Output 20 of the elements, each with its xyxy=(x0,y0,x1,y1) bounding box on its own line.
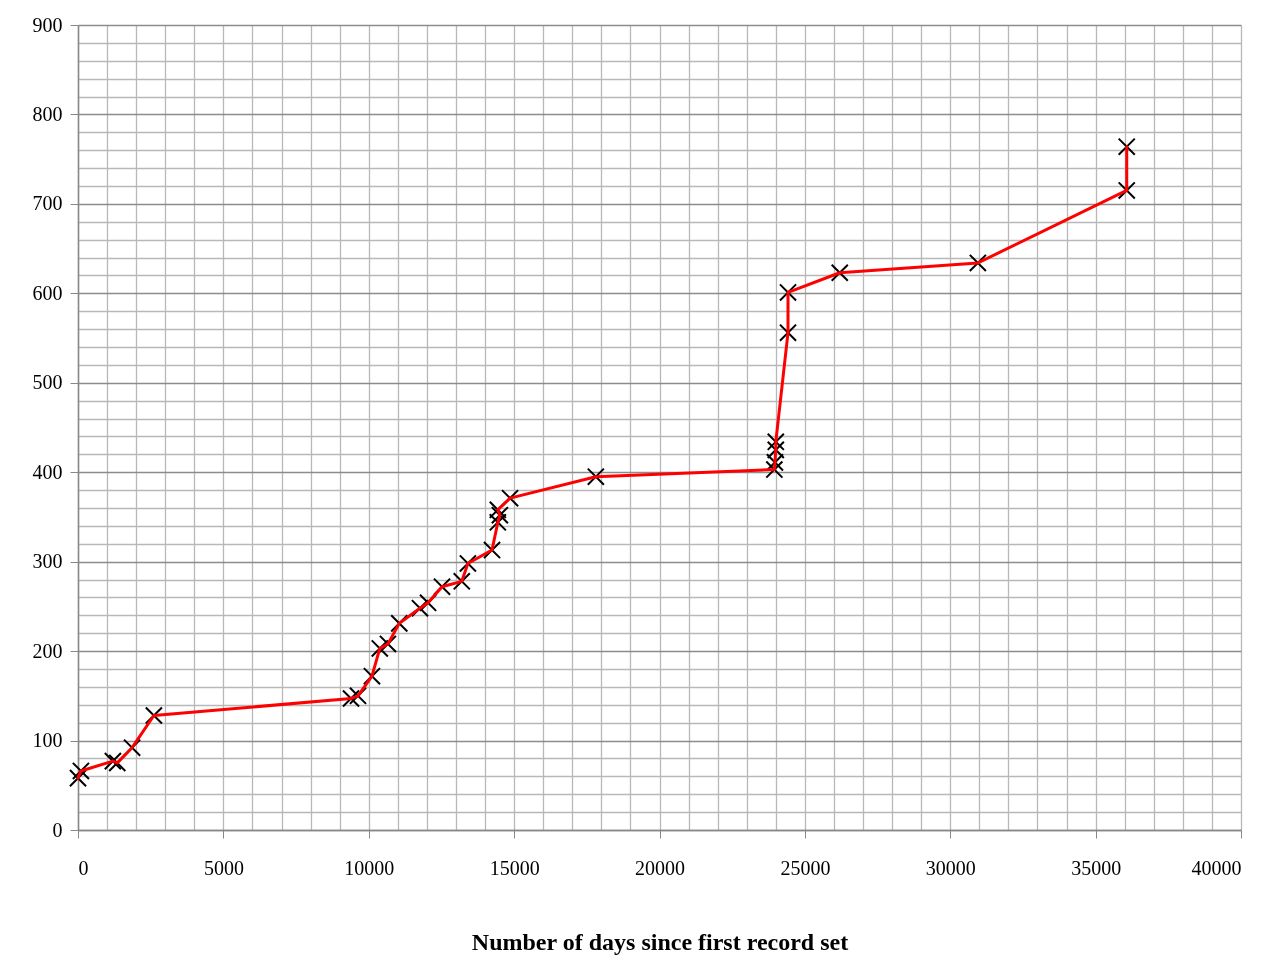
x-tick-label: 0 xyxy=(78,856,89,879)
y-tick-label: 700 xyxy=(32,192,63,215)
x-tick-label: 15000 xyxy=(489,856,540,879)
x-tick-label: 5000 xyxy=(203,856,244,879)
y-tick-label: 900 xyxy=(32,13,63,36)
y-tick-label: 600 xyxy=(32,281,63,304)
y-tick-label: 500 xyxy=(32,371,63,394)
x-tick-label: 10000 xyxy=(344,856,395,879)
y-tick-label: 300 xyxy=(32,550,63,573)
y-tick-label: 0 xyxy=(52,818,63,841)
y-tick-label: 800 xyxy=(32,102,63,125)
y-tick-label: 200 xyxy=(32,639,63,662)
x-tick-label: 25000 xyxy=(780,856,831,879)
y-tick-label: 100 xyxy=(32,729,63,752)
x-tick-label: 30000 xyxy=(925,856,976,879)
x-tick-label: 40000 xyxy=(1191,856,1242,879)
y-tick-label: 400 xyxy=(32,460,63,483)
x-tick-label: 20000 xyxy=(635,856,685,879)
x-axis-title: Number of days since first record set xyxy=(471,928,849,955)
x-tick-label: 35000 xyxy=(1071,856,1122,879)
